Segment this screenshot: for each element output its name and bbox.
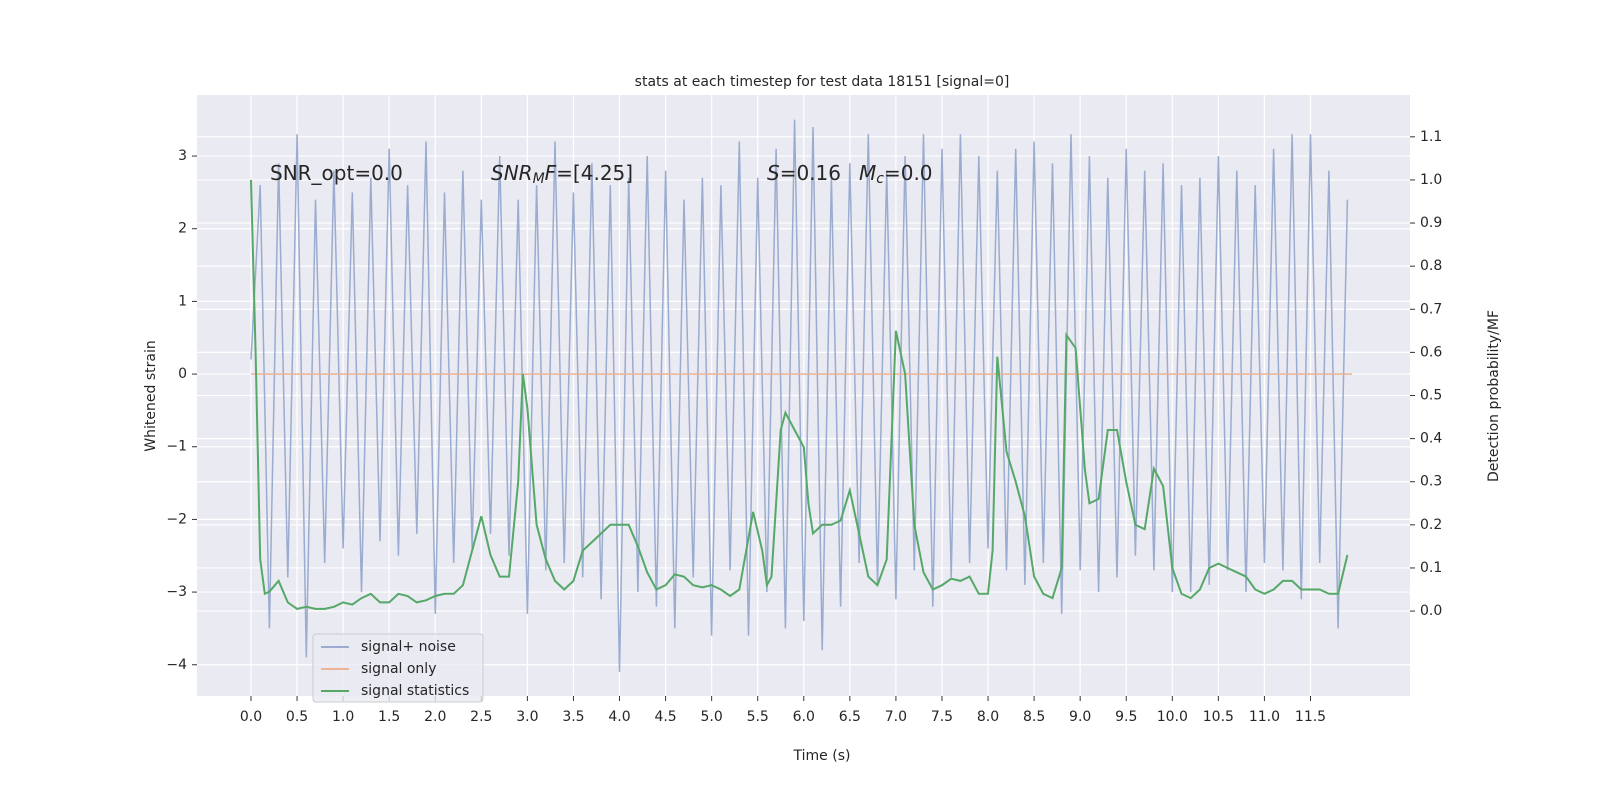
annotation-part: =0.16 (780, 161, 841, 185)
x-tick-label: 10.5 (1203, 709, 1234, 725)
x-tick-label: 10.0 (1157, 709, 1188, 725)
x-tick-label: 2.5 (470, 709, 492, 725)
x-tick-label: 7.5 (931, 709, 953, 725)
y2-tick-label: 0.2 (1420, 517, 1442, 533)
y-tick-label: 2 (178, 221, 187, 237)
y-tick-label: −1 (166, 439, 187, 455)
y2-axis-label: Detection probability/MF (1486, 310, 1502, 482)
y-tick-label: −2 (166, 511, 187, 527)
legend-frame (312, 633, 484, 703)
series-line (250, 119, 1349, 673)
y2-tick-label: 0.6 (1420, 344, 1442, 360)
x-tick-label: 8.0 (977, 709, 999, 725)
y-tick-label: 0 (178, 366, 187, 382)
y-axis-label: Whitened strain (143, 340, 159, 451)
y-tick-label: −3 (166, 584, 187, 600)
x-axis-label: Time (s) (793, 748, 851, 764)
y2-tick-label: 0.5 (1420, 388, 1442, 404)
x-tick-label: 3.5 (562, 709, 584, 725)
series-line (250, 179, 1349, 610)
annotation-part: =0.0 (884, 161, 933, 185)
annotation: Mc=0.0 (859, 161, 933, 188)
x-tick-label: 9.5 (1115, 709, 1137, 725)
annotation-part: M (533, 171, 545, 187)
x-tick-label: 6.0 (793, 709, 815, 725)
annotation-part: M (859, 161, 876, 185)
y2-tick-label: 0.7 (1420, 301, 1442, 317)
y2-tick-label: 0.1 (1420, 560, 1442, 576)
annotation: SNRMF=[4.25] (491, 161, 633, 188)
x-tick-label: 4.5 (654, 709, 676, 725)
legend-label: signal+ noise (361, 639, 456, 655)
y2-tick-label: 0.0 (1420, 603, 1442, 619)
annotation: S=0.16 (767, 161, 841, 185)
annotation-part: F (545, 161, 557, 185)
y2-tick-label: 0.8 (1420, 258, 1442, 274)
y2-tick-label: 1.1 (1420, 129, 1442, 145)
annotation: SNR_opt=0.0 (270, 161, 403, 185)
x-tick-label: 4.0 (608, 709, 630, 725)
x-tick-label: 11.5 (1295, 709, 1326, 725)
x-tick-label: 6.5 (839, 709, 861, 725)
y-tick-label: 3 (178, 148, 187, 164)
annotation-part: =[4.25] (556, 161, 633, 185)
x-tick-label: 8.5 (1023, 709, 1045, 725)
x-tick-label: 11.0 (1249, 709, 1280, 725)
y-tick-label: 1 (178, 293, 187, 309)
x-tick-label: 0.5 (286, 709, 308, 725)
y-tick-label: −4 (166, 657, 187, 673)
y2-tick-label: 0.4 (1420, 431, 1442, 447)
legend-label: signal statistics (361, 683, 469, 699)
x-tick-label: 0.0 (240, 709, 262, 725)
x-tick-label: 5.5 (747, 709, 769, 725)
x-tick-label: 1.5 (378, 709, 400, 725)
y2-tick-label: 0.3 (1420, 474, 1442, 490)
x-tick-label: 3.0 (516, 709, 538, 725)
annotation-part: SNR (491, 161, 533, 185)
chart-title: stats at each timestep for test data 181… (635, 74, 1010, 90)
annotation-part: S (767, 161, 780, 185)
annotation-part: SNR_opt=0.0 (270, 161, 403, 185)
legend-label: signal only (361, 661, 436, 677)
x-tick-label: 1.0 (332, 709, 354, 725)
x-tick-label: 7.0 (885, 709, 907, 725)
x-tick-label: 2.0 (424, 709, 446, 725)
x-tick-label: 5.0 (701, 709, 723, 725)
annotation-part: c (876, 171, 884, 187)
y2-tick-label: 1.0 (1420, 172, 1442, 188)
y2-tick-label: 0.9 (1420, 215, 1442, 231)
x-tick-label: 9.0 (1069, 709, 1091, 725)
